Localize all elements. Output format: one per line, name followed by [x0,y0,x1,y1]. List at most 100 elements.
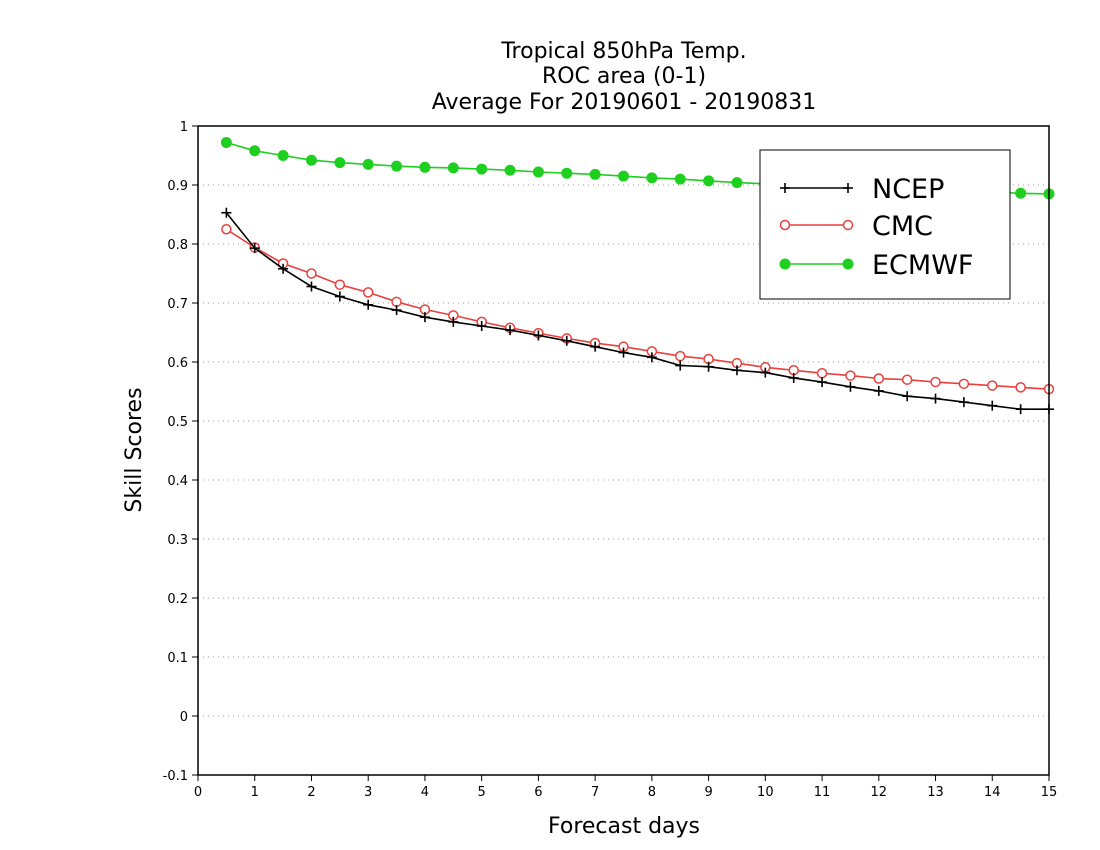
data-point-ecmwf [419,161,431,173]
data-point-ecmwf [589,168,601,180]
axis-ticks: -0.100.10.20.30.40.50.60.70.80.910 1 2 3 4 5 6… [163,120,1058,800]
data-point-ecmwf [334,157,346,169]
data-point-ncep [476,321,487,332]
data-point-cmc [845,370,856,381]
x-tick-label: 12 [871,785,888,800]
data-point-ncep [419,312,430,323]
data-point-ecmwf [447,162,459,174]
legend-item-ncep: NCEP [780,174,944,205]
x-tick-label: 7 [591,785,599,800]
x-tick-label: 14 [984,785,1001,800]
y-tick-label: 0.1 [167,651,188,666]
data-point-ncep [618,347,629,358]
data-point-ncep [221,207,232,218]
data-point-ncep [533,330,544,341]
data-point-ecmwf [561,167,573,179]
data-point-cmc [674,350,686,362]
data-point-cmc [391,296,402,308]
y-tick-label: 0.4 [167,474,188,489]
data-point-ncep [448,316,459,327]
y-axis-label: Skill Scores [122,387,147,512]
y-tick-label: 0.2 [167,592,188,607]
x-tick-label: 13 [927,785,944,800]
data-point-cmc [816,367,828,379]
data-point-ncep [306,281,317,292]
plot-area-frame [197,125,1050,776]
data-point-ncep [675,360,686,371]
data-point-cmc [221,224,232,235]
legend-label-ecmwf: ECMWF [872,250,973,281]
data-point-ncep [703,361,714,372]
x-axis-label: Forecast days [548,814,700,839]
data-point-ecmwf [305,154,317,166]
data-point-ncep [249,243,260,254]
data-point-cmc [306,268,317,279]
data-point-ncep [1015,404,1026,415]
x-tick-label: 5 [478,785,486,800]
y-tick-label: 1 [180,120,188,135]
data-point-cmc [958,378,970,390]
data-point-ncep [646,352,657,363]
x-tick-label: 6 [534,785,542,800]
data-point-ecmwf [674,173,686,185]
data-point-ncep [902,391,913,402]
chart-title-line-2: ROC area (0-1) [542,64,706,89]
data-point-ncep [731,365,742,376]
x-tick-label: 9 [704,785,712,800]
chart-title-line-1: Tropical 850hPa Temp. [500,39,746,64]
data-point-ncep [505,325,516,336]
data-point-cmc [334,279,346,290]
x-tick-label: 4 [421,785,429,800]
data-point-ncep [760,367,771,378]
gridlines [198,184,1049,717]
data-point-ncep [363,299,374,310]
data-point-ecmwf [703,175,715,187]
data-point-ncep [845,381,856,392]
data-point-ecmwf [504,164,516,176]
x-tick-label: 2 [307,785,315,800]
y-tick-label: 0.9 [167,179,188,194]
data-point-cmc [1015,382,1026,393]
data-point-ncep [278,263,289,274]
legend-marker-ncep [843,183,853,193]
data-point-ecmwf [646,172,658,184]
data-point-ncep [873,385,884,396]
data-point-ncep [590,341,601,352]
data-point-cmc [930,376,941,388]
data-point-ecmwf [618,170,629,182]
y-tick-label: 0 [180,710,188,725]
data-point-ecmwf [532,166,544,178]
legend-item-cmc: CMC [779,211,933,242]
y-tick-label: 0.8 [167,238,188,253]
x-tick-label: 3 [364,785,372,800]
chart-title: Tropical 850hPa Temp. ROC area (0-1) Ave… [432,39,817,115]
legend-marker-ecmwf [779,258,791,270]
data-point-ncep [958,397,969,408]
chart-title-line-3: Average For 20190601 - 20190831 [432,90,817,115]
data-point-ncep [391,305,402,316]
data-point-cmc [987,380,998,391]
legend-marker-cmc [842,219,854,231]
x-tick-label: 1 [251,785,259,800]
data-point-ecmwf [362,158,374,170]
y-tick-label: -0.1 [163,769,188,784]
legend-label-cmc: CMC [872,211,933,242]
x-tick-label: 15 [1041,785,1058,800]
data-point-ecmwf [220,137,232,149]
data-point-ecmwf [1015,187,1027,199]
data-point-ncep [817,377,828,388]
x-tick-label: 8 [648,785,656,800]
data-point-ecmwf [277,150,289,161]
legend-marker-ncep [780,183,790,193]
data-point-ncep [987,400,998,411]
legend-marker-ecmwf [842,258,854,270]
data-point-ncep [561,335,572,346]
y-tick-label: 0.5 [167,415,188,430]
legend-item-ecmwf: ECMWF [779,250,973,281]
x-tick-label: 11 [814,785,831,800]
x-tick-label: 0 [194,785,202,800]
y-tick-label: 0.6 [167,356,188,371]
legend: NCEP CMC ECMWF [759,149,1011,300]
x-tick-label: 10 [757,785,774,800]
